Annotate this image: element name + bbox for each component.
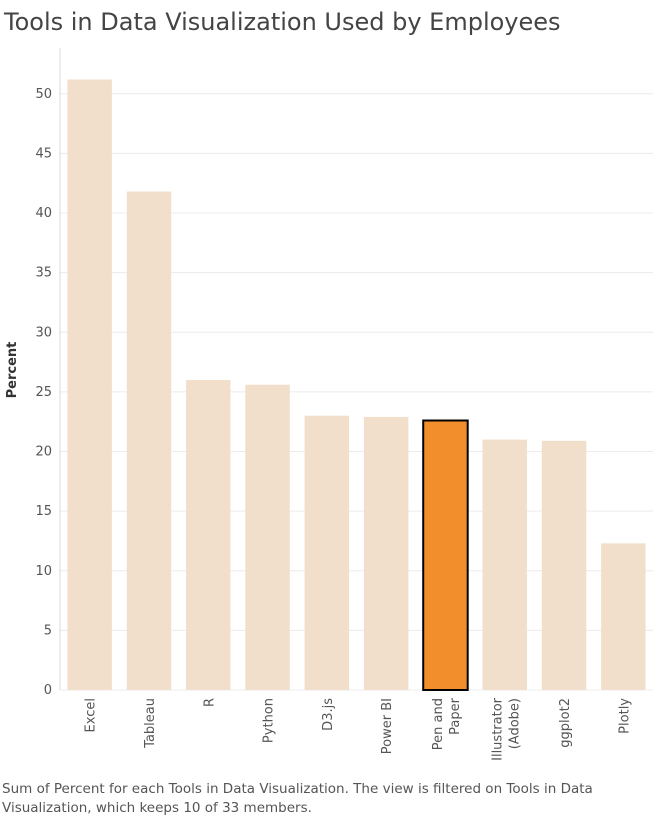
chart-title: Tools in Data Visualization Used by Empl… [4,8,561,36]
y-tick-label: 15 [35,504,52,519]
x-tick-label: R [202,698,217,707]
bar-python[interactable] [245,384,290,690]
y-tick-label: 20 [35,445,52,460]
y-tick-label: 35 [35,266,52,281]
y-tick-label: 0 [44,683,52,698]
y-tick-label: 10 [35,564,52,579]
bar-tableau[interactable] [126,191,172,690]
x-tick-label: Excel [84,698,99,732]
x-tick-label: (Adobe) [507,698,522,749]
y-tick-label: 30 [35,325,52,340]
y-tick-label: 45 [35,146,52,161]
y-tick-label: 5 [44,623,52,638]
x-tick-label: Python [262,698,277,743]
bar-pen-and-paper[interactable] [422,419,469,691]
x-axis-ticks: Excel Tableau R Python D3.js Power BI Pen and P… [84,697,633,761]
bar-ggplot2[interactable] [541,440,587,690]
bar-plotly[interactable] [601,543,646,690]
y-tick-label: 25 [35,385,52,400]
x-tick-label: Illustrator [490,697,505,761]
y-axis-ticks: 0 5 10 15 20 25 30 35 40 45 50 [35,87,52,698]
x-tick-label: Plotly [617,698,632,734]
chart-caption: Sum of Percent for each Tools in Data Vi… [2,781,593,816]
bar-r[interactable] [186,379,231,690]
x-tick-label: D3.js [321,698,336,731]
bar-illustrator-adobe[interactable] [482,439,527,690]
y-tick-label: 40 [35,206,52,221]
bar-chart: 0 5 10 15 20 25 30 35 40 45 50 Excel Tableau R Python… [5,48,653,761]
x-tick-label: Power BI [380,698,395,754]
x-tick-label: ggplot2 [558,698,573,748]
bar-power-bi[interactable] [363,416,409,690]
x-tick-label: Pen and [431,698,446,750]
y-axis-title: Percent [5,342,20,399]
y-tick-label: 50 [35,87,52,102]
bar-d3-js[interactable] [304,415,350,690]
bars [67,79,646,691]
x-tick-label: Paper [448,697,463,734]
x-tick-label: Tableau [143,698,158,749]
bar-excel[interactable] [67,79,112,690]
